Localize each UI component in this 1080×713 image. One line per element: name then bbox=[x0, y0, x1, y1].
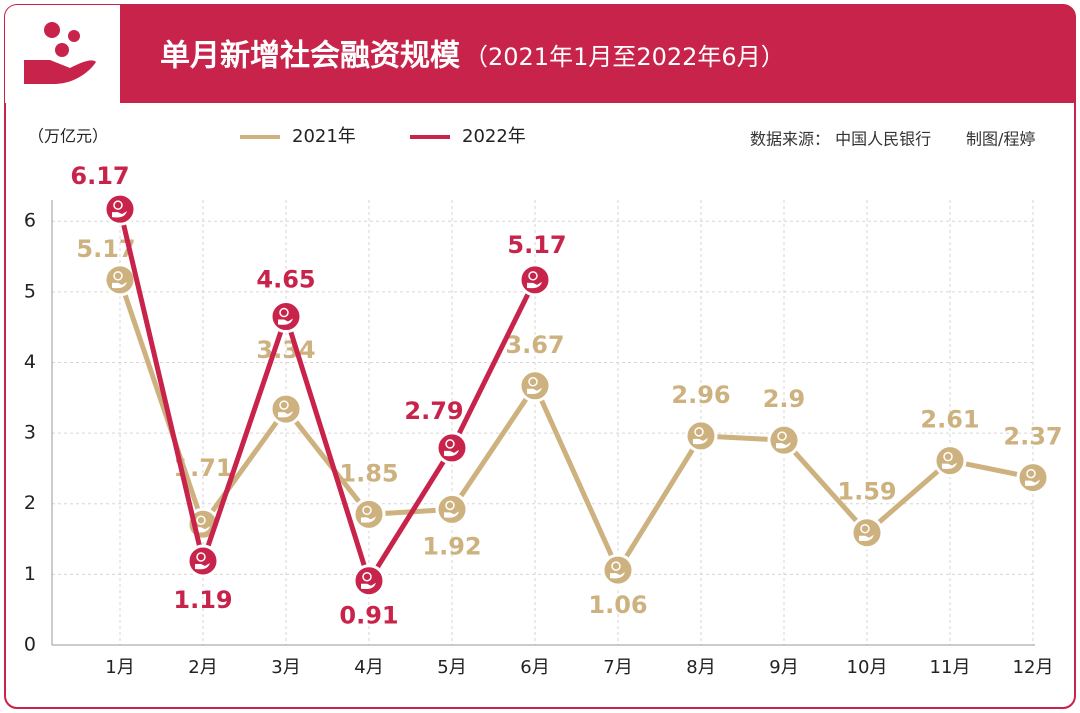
y-tick-label: 2 bbox=[24, 492, 36, 514]
point-icon bbox=[776, 442, 791, 449]
y-tick-label: 4 bbox=[24, 351, 36, 373]
point-icon bbox=[693, 437, 708, 445]
chart-subtitle: （2021年1月至2022年6月） bbox=[464, 43, 785, 71]
series-line bbox=[117, 208, 538, 584]
data-label: 0.91 bbox=[339, 602, 398, 630]
point-icon bbox=[694, 427, 704, 437]
data-label: 4.65 bbox=[256, 266, 315, 294]
series: 6.17 1.19 4.65 0.91 2.79 5.17 bbox=[70, 162, 566, 630]
x-tick-label: 5月 bbox=[437, 657, 466, 678]
y-tick-label: 5 bbox=[24, 280, 36, 302]
point-icon bbox=[112, 281, 127, 289]
point-icon bbox=[859, 534, 874, 542]
point-icon bbox=[445, 439, 455, 449]
x-tick-label: 2月 bbox=[188, 657, 217, 678]
point-icon bbox=[444, 449, 459, 457]
point-icon bbox=[943, 451, 953, 462]
x-tick-label: 8月 bbox=[686, 657, 715, 678]
data-label: 5.17 bbox=[507, 231, 566, 259]
point-icon bbox=[777, 431, 787, 441]
y-tick-label: 6 bbox=[24, 210, 36, 232]
data-label: 1.19 bbox=[173, 586, 232, 614]
data-label: 1.06 bbox=[588, 591, 647, 619]
point-icon bbox=[1026, 468, 1036, 479]
x-tick-label: 12月 bbox=[1013, 657, 1054, 678]
y-tick-label: 0 bbox=[24, 634, 36, 656]
legend-label: 2022年 bbox=[462, 126, 526, 147]
point-icon bbox=[278, 318, 293, 325]
chart-title: 单月新增社会融资规模 bbox=[160, 39, 460, 74]
data-label: 2.61 bbox=[920, 406, 979, 434]
point-icon bbox=[279, 307, 289, 318]
point-icon bbox=[278, 411, 293, 418]
x-tick-label: 7月 bbox=[603, 657, 632, 678]
data-label: 6.17 bbox=[70, 162, 129, 190]
x-tick-label: 10月 bbox=[847, 657, 888, 678]
data-label: 2.96 bbox=[671, 381, 730, 409]
point-icon bbox=[527, 387, 542, 395]
data-label: 2.9 bbox=[763, 385, 806, 413]
x-tick-label: 6月 bbox=[520, 657, 549, 678]
y-tick-label: 1 bbox=[24, 563, 36, 585]
data-label: 3.67 bbox=[505, 331, 564, 359]
header-band bbox=[5, 5, 1075, 103]
data-label: 2.79 bbox=[404, 397, 463, 425]
point-icon bbox=[361, 582, 376, 590]
point-icon bbox=[113, 200, 123, 210]
y-axis-unit: （万亿元） bbox=[28, 127, 108, 146]
point-icon bbox=[528, 377, 538, 387]
x-tick-label: 4月 bbox=[354, 657, 383, 678]
data-label: 1.92 bbox=[422, 532, 481, 560]
point-icon bbox=[362, 571, 372, 582]
x-tick-label: 11月 bbox=[930, 657, 971, 678]
x-tick-label: 9月 bbox=[769, 657, 798, 678]
point-icon bbox=[196, 552, 206, 562]
x-tick-label: 3月 bbox=[271, 657, 300, 678]
point-icon bbox=[195, 526, 210, 533]
data-label: 1.59 bbox=[837, 478, 896, 506]
point-icon bbox=[279, 400, 289, 410]
point-icon bbox=[196, 515, 206, 525]
data-label: 3.34 bbox=[256, 336, 315, 364]
point-icon bbox=[860, 523, 870, 534]
series-line bbox=[117, 279, 1034, 573]
data-label: 1.85 bbox=[339, 459, 398, 487]
point-icon bbox=[942, 462, 957, 469]
point-icon bbox=[445, 500, 455, 511]
point-icon bbox=[362, 505, 372, 516]
point-icon bbox=[361, 516, 376, 523]
point-icon bbox=[527, 281, 542, 289]
point-icon bbox=[610, 572, 625, 579]
point-icon bbox=[195, 562, 210, 570]
y-tick-label: 3 bbox=[24, 422, 36, 444]
point-icon bbox=[1025, 479, 1040, 486]
x-tick-label: 1月 bbox=[105, 657, 134, 678]
point-icon bbox=[528, 271, 538, 281]
point-icon bbox=[112, 211, 127, 218]
header-icon bbox=[24, 22, 96, 84]
credit: 制图/程婷 bbox=[966, 130, 1035, 149]
point-icon bbox=[611, 561, 621, 571]
data-label: 2.37 bbox=[1003, 423, 1062, 451]
point-icon bbox=[113, 271, 123, 281]
source: 数据来源： 中国人民银行 bbox=[750, 130, 931, 149]
point-icon bbox=[444, 511, 459, 518]
legend-label: 2021年 bbox=[292, 126, 356, 147]
